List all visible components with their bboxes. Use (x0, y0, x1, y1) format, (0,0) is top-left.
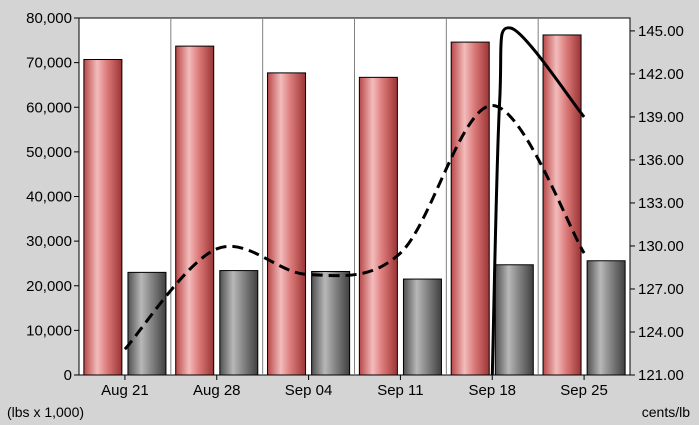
x-tick-label: Aug 28 (193, 382, 241, 399)
line-series-1 (123, 103, 586, 351)
x-tick-label: Sep 25 (560, 382, 608, 399)
right-tick-label: 139.00 (638, 109, 684, 126)
right-tick-label: 133.00 (638, 195, 684, 212)
bar-s1-2 (175, 45, 215, 376)
bar-s1-5 (450, 41, 490, 376)
bar-s2-6 (586, 260, 626, 376)
right-tick-label: 142.00 (638, 66, 684, 83)
bar-s2-1 (127, 271, 167, 376)
right-tick-label: 121.00 (638, 367, 684, 384)
left-axis-ticks: 0 10,000 20,000 30,000 40,000 50,000 60,000 70,… (26, 10, 79, 384)
gridlines (170, 18, 539, 375)
bar-s2-2 (219, 270, 259, 376)
bar-s1-1 (83, 59, 123, 376)
x-tick-label: Sep 04 (285, 382, 333, 399)
left-tick-label: 20,000 (26, 278, 72, 295)
bar-s1-4 (358, 76, 398, 376)
x-axis-ticks: Aug 21 Aug 28 Sep 04 Sep 11 Sep 18 Sep 25 (101, 375, 608, 399)
left-tick-label: 50,000 (26, 144, 72, 161)
right-tick-label: 127.00 (638, 281, 684, 298)
left-axis-label: (lbs x 1,000) (7, 404, 84, 420)
bar-marks (83, 34, 626, 376)
x-tick-label: Aug 21 (101, 382, 149, 399)
x-tick-label: Sep 18 (468, 382, 516, 399)
bar-s2-4 (402, 278, 442, 376)
left-tick-label: 0 (64, 367, 72, 384)
line-series-2 (490, 26, 586, 376)
right-axis-label: cents/lb (642, 404, 690, 420)
left-tick-label: 10,000 (26, 322, 72, 339)
bar-s1-3 (267, 72, 307, 376)
left-tick-label: 60,000 (26, 99, 72, 116)
line-marks (123, 26, 586, 376)
right-tick-label: 145.00 (638, 23, 684, 40)
right-tick-label: 124.00 (638, 324, 684, 341)
left-tick-label: 30,000 (26, 233, 72, 250)
right-tick-label: 136.00 (638, 152, 684, 169)
left-tick-label: 80,000 (26, 10, 72, 27)
left-tick-label: 40,000 (26, 189, 72, 206)
bar-s2-3 (311, 270, 351, 376)
left-tick-label: 70,000 (26, 55, 72, 72)
right-axis-ticks: 121.00 124.00 127.00 130.00 133.00 136.00 139.… (630, 23, 684, 384)
right-tick-label: 130.00 (638, 238, 684, 255)
bar-s2-5 (494, 264, 534, 376)
x-tick-label: Sep 11 (377, 382, 423, 399)
